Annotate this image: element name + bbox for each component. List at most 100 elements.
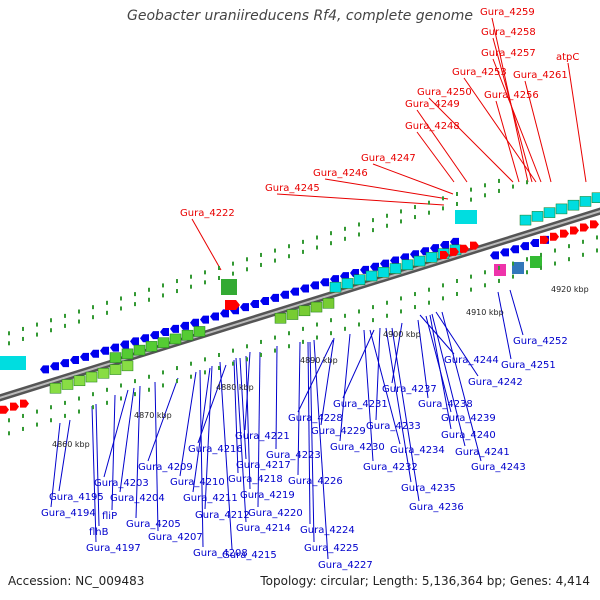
reverse-gene-arrow: [440, 240, 449, 249]
rna-block: [413, 255, 426, 267]
scale-tick: [190, 274, 192, 279]
scale-tick: [400, 209, 402, 214]
scale-tick: [204, 370, 206, 375]
reverse-leader-line: [235, 357, 247, 523]
scale-tick: [78, 409, 80, 414]
scale-tick: [274, 258, 276, 263]
reverse-leader-line: [417, 319, 429, 399]
feature-block: [109, 352, 122, 363]
scale-tick: [92, 405, 94, 410]
scale-tick: [372, 318, 374, 323]
scale-tick: [428, 287, 430, 292]
reverse-leader-line: [111, 394, 116, 511]
scale-tick: [582, 239, 584, 244]
scale-tick: [204, 270, 206, 275]
reverse-leader-line: [219, 361, 233, 550]
scale-tick: [358, 232, 360, 237]
reverse-gene-arrow: [490, 251, 499, 260]
scale-tick: [120, 396, 122, 401]
reverse-gene-arrow: [430, 244, 439, 253]
forward-gene-label: Gura_4256: [484, 90, 539, 101]
scale-tick: [596, 248, 598, 253]
feature-block: [133, 344, 146, 356]
reverse-leader-line: [91, 405, 97, 543]
scale-tick: [134, 392, 136, 397]
scale-tick: [302, 326, 304, 331]
scale-tick: [36, 332, 38, 337]
forward-gene-label: Gura_4258: [481, 27, 536, 38]
scale-tick: [22, 413, 24, 418]
scale-tick: [176, 366, 178, 371]
feature-block: [109, 364, 122, 375]
labels-guides: [50, 17, 587, 560]
reverse-gene-label: Gura_4218: [228, 474, 283, 485]
reverse-gene-arrow: [210, 312, 219, 321]
scale-tick: [204, 280, 206, 285]
scale-tick: [554, 261, 556, 266]
scale-tick: [50, 328, 52, 333]
scale-tick: [288, 244, 290, 249]
forward-gene-label: Gura_4250: [417, 87, 472, 98]
reverse-gene-label: Gura_4235: [401, 483, 456, 494]
scale-tick: [554, 248, 556, 253]
reverse-leader-line: [441, 311, 482, 462]
scale-tick: [176, 379, 178, 384]
scale-tick: [344, 236, 346, 241]
reverse-gene-arrow: [160, 328, 169, 337]
scale-tick: [120, 383, 122, 388]
scale-tick: [232, 348, 234, 353]
scale-tick: [428, 200, 430, 205]
feature-block: [61, 379, 74, 390]
scale-tick: [456, 201, 458, 206]
feature-block: [73, 375, 86, 387]
forward-gene-label: Gura_4257: [481, 48, 536, 59]
scale-tick: [526, 270, 528, 275]
gene-features: [0, 192, 600, 414]
scale-label: 4920 kbp: [551, 285, 589, 294]
scale-tick: [78, 319, 80, 324]
reverse-gene-label: Gura_4220: [248, 508, 303, 519]
scale-tick: [316, 335, 318, 340]
reverse-gene-arrow: [110, 343, 119, 352]
forward-gene-arrow: [460, 244, 469, 253]
forward-gene-label: Gura_4261: [513, 70, 568, 81]
reverse-leader-line: [147, 377, 179, 462]
topology-summary: Topology: circular; Length: 5,136,364 bp…: [260, 574, 590, 588]
rna-block: [519, 214, 532, 226]
reverse-gene-label: Gura_4252: [513, 336, 568, 347]
scale-tick: [442, 206, 444, 211]
reverse-gene-label: Gura_4233: [366, 421, 421, 432]
reverse-gene-label: Gura_4212: [195, 510, 250, 521]
scale-tick: [302, 339, 304, 344]
scale-tick: [316, 245, 318, 250]
forward-leader-line: [191, 218, 222, 271]
scale-tick: [302, 239, 304, 244]
reverse-gene-arrow: [180, 321, 189, 330]
forward-gene-arrow: [550, 232, 559, 241]
reverse-gene-label: Gura_4230: [330, 442, 385, 453]
scale-tick: [512, 261, 514, 266]
reverse-gene-label: Gura_4204: [110, 493, 165, 504]
scale-tick: [50, 418, 52, 423]
reverse-gene-arrow: [220, 309, 229, 318]
scale-tick: [8, 418, 10, 423]
scale-tick: [274, 335, 276, 340]
scale-tick: [232, 271, 234, 276]
reverse-gene-arrow: [500, 248, 509, 257]
reverse-gene-arrow: [390, 256, 399, 265]
scale-tick: [414, 292, 416, 297]
reverse-gene-arrow: [510, 245, 519, 254]
scale-tick: [190, 374, 192, 379]
forward-leader-line: [416, 109, 468, 183]
scale-tick: [36, 422, 38, 427]
scale-label: 4860 kbp: [52, 440, 90, 449]
scale-tick: [302, 249, 304, 254]
reverse-gene-label: Gura_4221: [235, 431, 290, 442]
scale-tick: [92, 305, 94, 310]
scale-tick: [64, 400, 66, 405]
scale-tick: [568, 244, 570, 249]
rna-block: [389, 263, 402, 274]
scale-tick: [8, 431, 10, 436]
reverse-gene-label: Gura_4207: [148, 532, 203, 543]
reverse-gene-label: Gura_4208: [193, 548, 248, 559]
